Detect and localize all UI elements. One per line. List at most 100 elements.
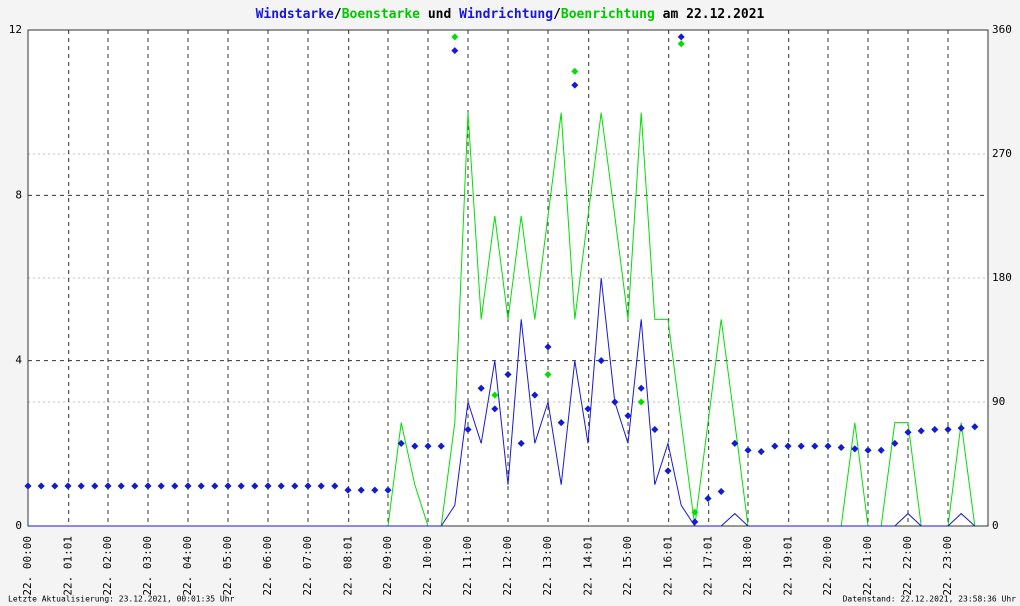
x-tick-label: 22. 07:00 bbox=[301, 536, 314, 596]
direction-point bbox=[957, 424, 965, 432]
direction-point bbox=[757, 448, 765, 456]
x-tick-label: 22. 01:01 bbox=[62, 536, 75, 596]
x-tick-label: 22. 21:00 bbox=[861, 536, 874, 596]
y-tick-label: 12 bbox=[9, 23, 22, 36]
direction-point bbox=[864, 446, 872, 454]
direction-point bbox=[837, 443, 845, 451]
direction-point bbox=[504, 370, 512, 378]
x-tick-label: 22. 19:01 bbox=[782, 536, 795, 596]
direction-point bbox=[291, 482, 299, 490]
title-part: Windstarke bbox=[256, 7, 334, 22]
y2-tick-label: 0 bbox=[992, 519, 999, 532]
x-tick-label: 22. 06:00 bbox=[261, 536, 274, 596]
direction-point bbox=[651, 426, 659, 434]
x-tick-label: 22. 17:01 bbox=[702, 536, 715, 596]
direction-point bbox=[224, 482, 232, 490]
x-tick-label: 22. 03:00 bbox=[141, 536, 154, 596]
title-part: Windrichtung bbox=[459, 7, 553, 22]
x-tick-label: 22. 13:00 bbox=[541, 536, 554, 596]
direction-point bbox=[157, 482, 165, 490]
direction-point bbox=[237, 482, 245, 490]
direction-point bbox=[277, 482, 285, 490]
direction-point bbox=[691, 508, 699, 516]
x-tick-label: 22. 08:01 bbox=[342, 536, 355, 596]
direction-point bbox=[691, 518, 699, 526]
direction-point bbox=[811, 442, 819, 450]
plot-frame bbox=[27, 29, 989, 527]
direction-point bbox=[51, 482, 59, 490]
direction-point bbox=[451, 47, 459, 55]
direction-point bbox=[704, 494, 712, 502]
series-line bbox=[28, 277, 976, 527]
y2-tick-label: 270 bbox=[992, 147, 1012, 160]
direction-point bbox=[611, 398, 619, 406]
direction-point bbox=[931, 426, 939, 434]
direction-point bbox=[184, 482, 192, 490]
direction-point bbox=[211, 482, 219, 490]
direction-point bbox=[131, 482, 139, 490]
direction-point bbox=[717, 488, 725, 496]
direction-point bbox=[251, 482, 259, 490]
direction-point bbox=[171, 482, 179, 490]
direction-point bbox=[304, 482, 312, 490]
x-tick-label: 22. 10:00 bbox=[421, 536, 434, 596]
direction-point bbox=[491, 405, 499, 413]
x-tick-label: 22. 16:01 bbox=[662, 536, 675, 596]
direction-point bbox=[77, 482, 85, 490]
direction-point bbox=[464, 426, 472, 434]
direction-point bbox=[357, 486, 365, 494]
direction-point bbox=[477, 384, 485, 392]
title-part: und bbox=[420, 7, 459, 22]
direction-point bbox=[571, 67, 579, 75]
direction-point bbox=[384, 486, 392, 494]
direction-point bbox=[677, 40, 685, 48]
direction-point bbox=[784, 442, 792, 450]
direction-point bbox=[584, 405, 592, 413]
direction-point bbox=[37, 482, 45, 490]
title-part: am 22.12.2021 bbox=[655, 7, 765, 22]
direction-point bbox=[571, 81, 579, 89]
direction-point bbox=[397, 439, 405, 447]
y2-tick-label: 180 bbox=[992, 271, 1012, 284]
x-tick-label: 22. 23:00 bbox=[941, 536, 954, 596]
y-tick-label: 8 bbox=[15, 188, 22, 201]
direction-point bbox=[944, 426, 952, 434]
x-tick-label: 22. 12:00 bbox=[501, 536, 514, 596]
direction-point bbox=[91, 482, 99, 490]
direction-point bbox=[517, 439, 525, 447]
direction-point bbox=[117, 482, 125, 490]
direction-point bbox=[891, 439, 899, 447]
direction-point bbox=[597, 357, 605, 365]
y-tick-label: 0 bbox=[15, 519, 22, 532]
direction-point bbox=[917, 427, 925, 435]
direction-point bbox=[104, 482, 112, 490]
title-part: Boenrichtung bbox=[561, 7, 655, 22]
y2-tick-label: 90 bbox=[992, 395, 1005, 408]
direction-point bbox=[144, 482, 152, 490]
direction-point bbox=[557, 419, 565, 427]
direction-point bbox=[637, 384, 645, 392]
y2-tick-label: 360 bbox=[992, 23, 1012, 36]
title-part: / bbox=[553, 7, 561, 22]
x-tick-label: 22. 20:00 bbox=[821, 536, 834, 596]
x-tick-label: 22. 11:00 bbox=[461, 536, 474, 596]
direction-point bbox=[544, 370, 552, 378]
x-tick-label: 22. 22:00 bbox=[901, 536, 914, 596]
footer-left: Letzte Aktualisierung: 23.12.2021, 00:01… bbox=[8, 595, 235, 604]
direction-point bbox=[877, 446, 885, 454]
direction-point bbox=[744, 446, 752, 454]
title-part: Boenstarke bbox=[342, 7, 420, 22]
direction-point bbox=[491, 391, 499, 399]
direction-point bbox=[344, 486, 352, 494]
direction-point bbox=[197, 482, 205, 490]
direction-point bbox=[797, 442, 805, 450]
direction-point bbox=[731, 439, 739, 447]
direction-point bbox=[624, 412, 632, 420]
chart-title: Windstarke/Boenstarke und Windrichtung/B… bbox=[256, 7, 765, 22]
direction-point bbox=[664, 467, 672, 475]
x-tick-label: 22. 14:01 bbox=[582, 536, 595, 596]
direction-point bbox=[437, 442, 445, 450]
x-tick-label: 22. 05:00 bbox=[221, 536, 234, 596]
direction-point bbox=[451, 33, 459, 41]
